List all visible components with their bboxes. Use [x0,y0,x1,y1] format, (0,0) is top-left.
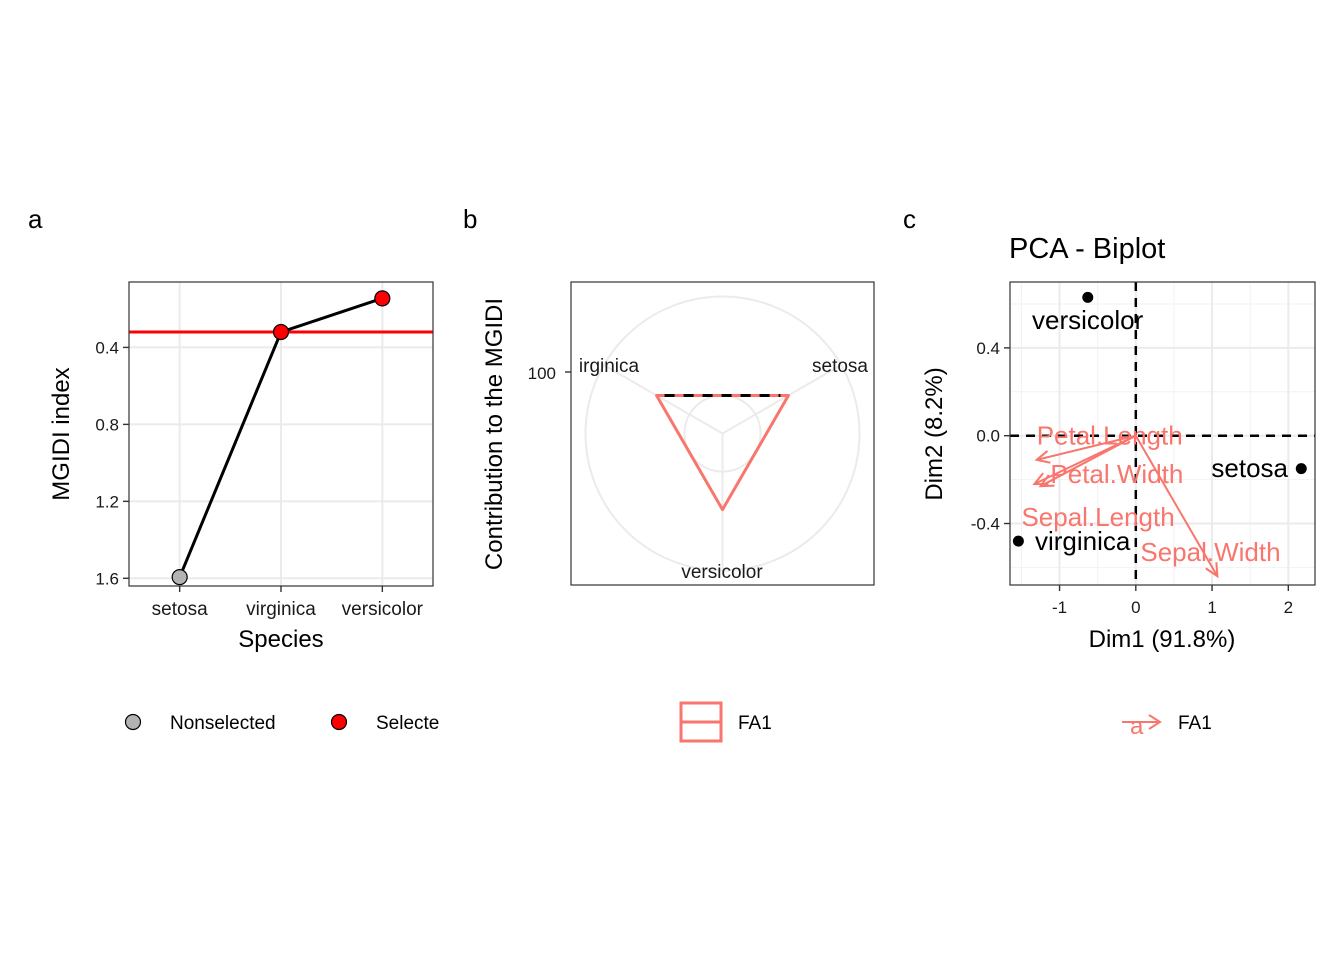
x-tick-label: -1 [1052,598,1067,617]
mgidi-points [171,290,391,586]
legend-key [330,713,348,731]
y-tick-label: 0.8 [95,415,119,434]
panel-b: b setosa versicolor irginica 100 Contribut… [463,204,875,743]
legend-key-head [1148,714,1162,730]
biplot-point [1295,463,1307,475]
panel-a-y-title: MGIDI index [48,367,75,500]
mgidi-point [374,290,391,307]
biplot-point-label: setosa [1211,453,1288,483]
biplot-vector-label: Sepal.Length [1021,502,1174,532]
biplot-vector-label: Sepal.Width [1140,537,1280,567]
radar-axis-label: irginica [579,356,640,377]
panel-a: a 0.4 0.8 1.2 1.6 setosa virginica versicolor… [28,204,439,734]
panel-c-background [1010,282,1315,585]
y-tick-label: 0.4 [95,338,119,357]
y-tick-label: 1.2 [95,492,119,511]
panel-c-frame [1009,281,1316,586]
panel-c-legend: a FA1 [1122,713,1212,740]
radar-series [655,393,790,512]
mgidi-point [272,323,290,341]
x-tick-label: 1 [1207,598,1216,617]
radar-radial-tick: 100 [528,364,571,383]
legend-label: FA1 [738,713,772,734]
legend-label: Selecte [376,713,439,734]
biplot-vector-label: Petal.Length [1037,421,1183,451]
biplot-vector-head [1032,472,1049,486]
biplot-vectors: Petal.Length Petal.Width Sepal.Length Sepal… [1021,421,1281,579]
biplot-point [1012,535,1024,547]
panel-c-x-title: Dim1 (91.8%) [1089,626,1236,653]
panel-letter-a: a [28,204,43,234]
biplot-vector-label: Petal.Width [1050,459,1183,489]
biplot-vector-head [1034,450,1051,464]
panel-letter-b: b [463,204,477,234]
panel-b-y-title: Contribution to the MGIDI [481,298,508,570]
y-tick-label: 1.6 [95,569,119,588]
y-tick-label: -0.4 [971,515,1000,534]
x-tick-label: 0 [1131,598,1140,617]
panel-b-legend: FA1 [679,701,772,743]
panel-letter-c: c [903,204,916,234]
x-tick-label: virginica [246,599,316,620]
panel-c-x-ticks: -1 0 1 2 [1052,585,1293,617]
biplot-point-label: versicolor [1032,305,1144,335]
legend-items: Nonselected Selecte [124,713,439,734]
legend-label: Nonselected [170,713,276,734]
biplot-vector [1036,434,1137,461]
panel-c-title: PCA - Biplot [1009,233,1165,265]
radar-axis-label: versicolor [681,562,763,583]
biplot-vector [1134,435,1219,577]
legend-label: FA1 [1178,713,1212,734]
panel-a-legend: Nonselected Selecte [124,713,439,734]
y-tick-label: 0.0 [976,427,1000,446]
panel-b-grid [584,295,861,572]
radar-axis-labels: setosa versicolor irginica [579,356,869,583]
panel-c-y-title: Dim2 (8.2%) [921,367,948,500]
x-tick-label: setosa [152,599,208,620]
panel-a-y-ticks: 0.4 0.8 1.2 1.6 [95,338,129,588]
radar-spoke [722,364,842,435]
panel-b-frame [570,281,875,586]
x-tick-label: versicolor [342,599,424,620]
panel-a-x-title: Species [238,626,323,653]
panel-c-y-ticks: -0.4 0.0 0.4 [971,339,1010,534]
radial-tick-label: 100 [528,364,556,383]
radar-axis-label: setosa [812,356,868,377]
mgidi-point [171,569,188,586]
biplot-points: versicolor setosa virginica [1012,291,1307,556]
panel-a-x-ticks: setosa virginica versicolor [152,586,424,620]
biplot-point-label: virginica [1035,526,1131,556]
biplot-vector-head [1205,562,1219,579]
legend-key-glyph: a [1130,713,1144,740]
x-tick-label: 2 [1284,598,1293,617]
panel-c-zero-lines [1010,282,1315,585]
panel-c: c PCA - Biplot Petal.Length Petal.Width Se… [903,204,1316,740]
y-tick-label: 0.4 [976,339,1000,358]
radar-spoke [603,364,723,435]
biplot-point [1082,291,1094,303]
legend-key [124,713,142,731]
biplot-vector [1033,434,1137,485]
